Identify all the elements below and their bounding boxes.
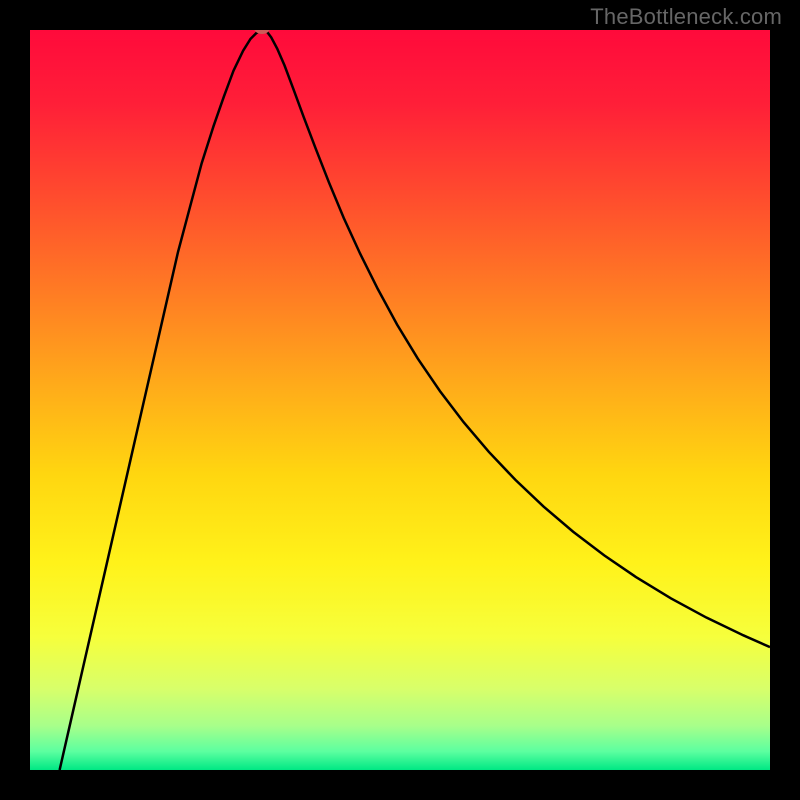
bottleneck-curve: [30, 30, 770, 770]
watermark-text: TheBottleneck.com: [590, 4, 782, 30]
plot-area: [30, 30, 770, 770]
